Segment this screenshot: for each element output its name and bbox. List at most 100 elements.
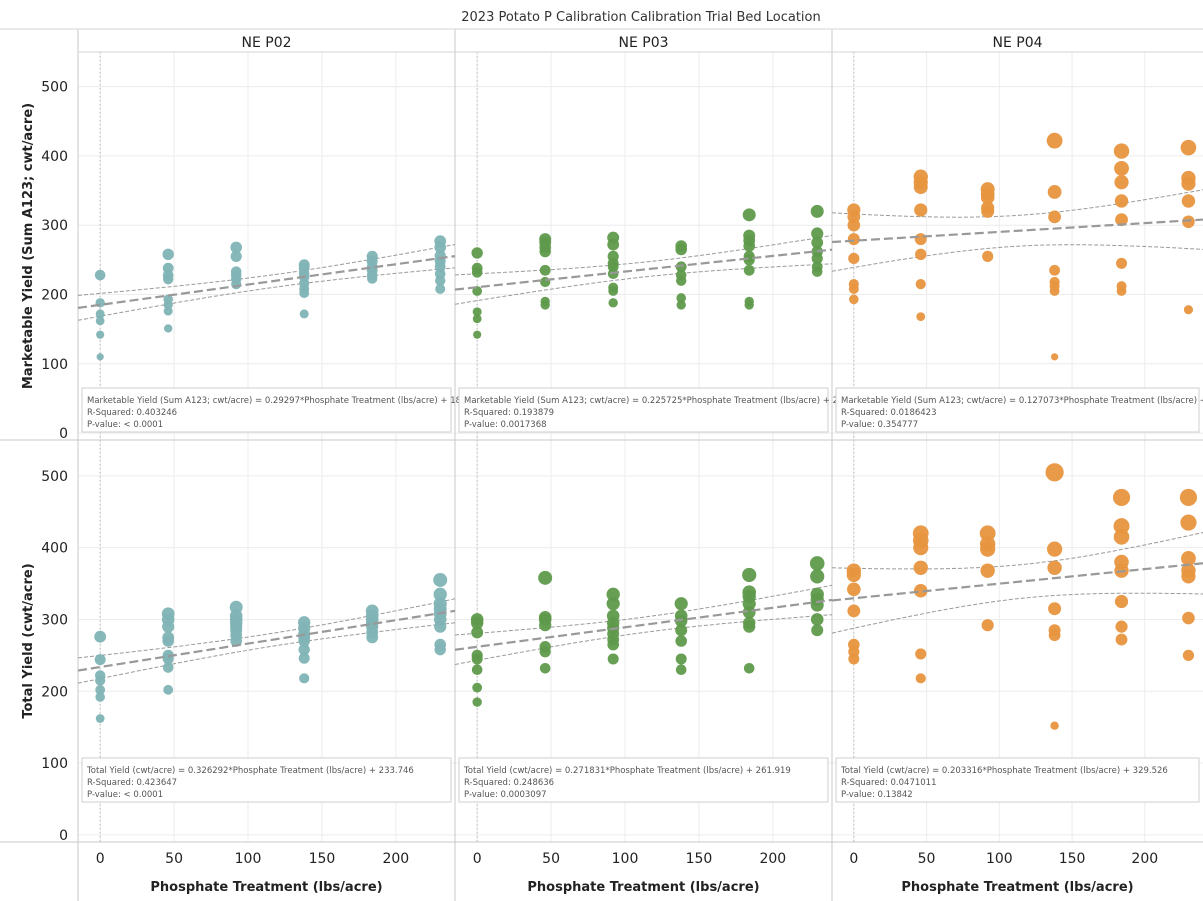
- data-point: [1114, 175, 1129, 190]
- data-point: [606, 587, 620, 602]
- data-point: [742, 567, 757, 583]
- x-tick-label: 100: [986, 851, 1013, 867]
- column-header: NE P04: [992, 35, 1042, 51]
- p-value: P-value: 0.0017368: [464, 420, 547, 430]
- data-point: [433, 572, 448, 587]
- data-point: [230, 635, 242, 647]
- y-tick-label: 200: [41, 684, 68, 700]
- data-point: [607, 638, 619, 651]
- data-point: [299, 288, 310, 299]
- data-point: [1181, 176, 1196, 191]
- data-point: [675, 624, 688, 637]
- data-point: [675, 261, 687, 273]
- confidence-band-lower: [454, 614, 833, 665]
- data-point: [809, 556, 825, 571]
- data-point: [1047, 185, 1062, 199]
- data-point: [1049, 264, 1060, 276]
- data-point: [675, 243, 687, 256]
- y-tick-label: 100: [41, 756, 68, 772]
- data-point: [915, 248, 927, 261]
- data-point: [608, 298, 618, 308]
- data-point: [163, 684, 174, 695]
- data-point: [1182, 611, 1195, 625]
- panel-1-1: Total Yield (cwt/acre) = 0.271831*Phosph…: [454, 556, 833, 803]
- confidence-band-lower: [454, 263, 833, 305]
- data-point: [1048, 629, 1061, 642]
- y-tick-label: 0: [59, 828, 68, 844]
- trend-line: [831, 562, 1203, 602]
- data-point: [1048, 210, 1061, 224]
- data-point: [163, 306, 173, 316]
- data-point: [1113, 518, 1130, 535]
- data-point: [742, 208, 756, 222]
- data-point: [299, 309, 309, 319]
- data-point: [162, 274, 174, 285]
- chart-title: 2023 Potato P Calibration Calibration Tr…: [461, 10, 820, 25]
- data-point: [1050, 721, 1059, 730]
- data-point: [915, 279, 926, 290]
- x-tick-label: 50: [918, 851, 936, 867]
- stats-box: [81, 387, 452, 433]
- data-point: [847, 604, 861, 618]
- x-tick-label: 150: [1059, 851, 1086, 867]
- data-point: [472, 286, 483, 296]
- data-point: [981, 204, 995, 218]
- p-value: P-value: < 0.0001: [87, 420, 163, 430]
- data-point: [539, 646, 551, 658]
- x-tick-label: 0: [473, 851, 482, 867]
- panel-1-0: Total Yield (cwt/acre) = 0.326292*Phosph…: [77, 572, 456, 803]
- y-axis-label: Total Yield (cwt/acre): [21, 563, 36, 718]
- data-point: [847, 233, 860, 246]
- data-point: [811, 236, 824, 249]
- column-header: NE P03: [618, 35, 668, 51]
- data-point: [916, 312, 926, 322]
- y-axis-label: Marketable Yield (Sum A123; cwt/acre): [21, 103, 36, 389]
- data-point: [1181, 194, 1196, 208]
- y-tick-label: 500: [41, 469, 68, 485]
- confidence-band-upper: [454, 584, 833, 636]
- data-point: [743, 620, 756, 633]
- y-tick-label: 300: [41, 218, 68, 234]
- data-point: [743, 662, 755, 674]
- data-point: [471, 247, 483, 259]
- data-point: [847, 582, 861, 597]
- x-tick-label: 200: [1131, 851, 1158, 867]
- data-point: [539, 264, 551, 276]
- panel-frames: [0, 28, 1203, 901]
- data-point: [981, 619, 994, 632]
- data-point: [1116, 286, 1127, 296]
- r-squared: R-Squared: 0.403246: [87, 408, 177, 418]
- data-point: [980, 190, 995, 205]
- data-point: [1049, 286, 1060, 296]
- data-point: [433, 587, 447, 602]
- data-point: [540, 276, 551, 288]
- x-tick-label: 100: [612, 851, 639, 867]
- data-point: [162, 635, 174, 647]
- confidence-band-lower: [831, 592, 1203, 634]
- data-point: [1051, 353, 1059, 361]
- x-tick-label: 200: [382, 851, 409, 867]
- data-point: [1045, 463, 1064, 482]
- data-point: [472, 314, 482, 324]
- data-point: [915, 673, 926, 684]
- panel-0-0: Marketable Yield (Sum A123; cwt/acre) = …: [77, 235, 485, 433]
- trend-line: [77, 609, 456, 672]
- x-tick-label: 150: [686, 851, 713, 867]
- confidence-band-lower: [831, 244, 1203, 272]
- data-point: [163, 300, 173, 310]
- data-point: [230, 241, 242, 254]
- data-point: [810, 613, 824, 626]
- data-point: [1181, 569, 1196, 584]
- data-point: [471, 267, 483, 278]
- data-point: [1113, 143, 1130, 159]
- data-point: [162, 662, 174, 673]
- p-value: P-value: 0.354777: [841, 420, 918, 430]
- y-tick-label: 300: [41, 612, 68, 628]
- data-point: [1112, 488, 1131, 507]
- data-point: [434, 643, 446, 656]
- r-squared: R-Squared: 0.0186423: [841, 408, 936, 418]
- panel-0-2: Marketable Yield (Sum A123; cwt/acre) = …: [831, 132, 1203, 433]
- data-point: [913, 180, 928, 195]
- data-point: [472, 682, 483, 693]
- data-point: [95, 675, 106, 686]
